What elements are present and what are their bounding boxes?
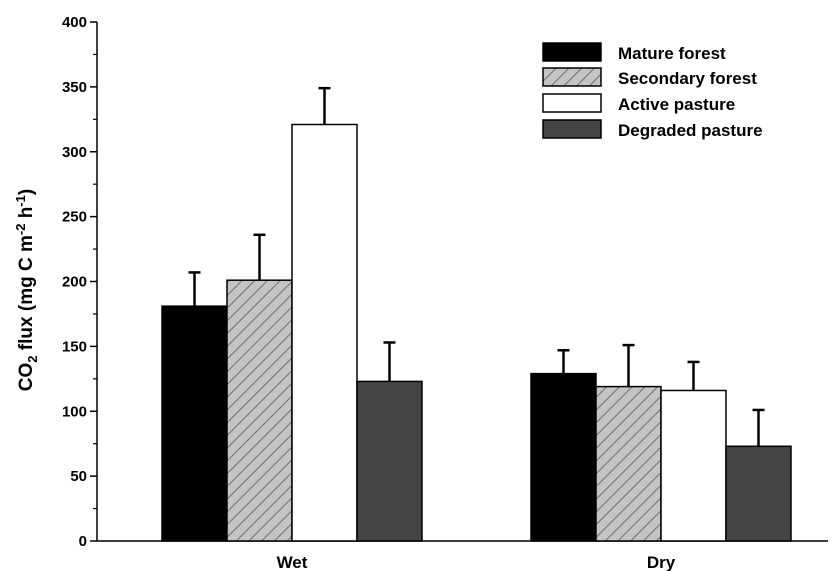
y-axis-label-sup2: -1 (13, 195, 28, 207)
x-category-label-dry: Dry (647, 553, 676, 571)
bar-secondary-forest-wet (226, 279, 293, 542)
y-tick-label-6: 300 (62, 144, 87, 161)
y-axis-label-end: ) (16, 189, 37, 195)
y-axis-label: CO2 flux (mg C m-2 h-1) (13, 189, 40, 391)
y-tick-label-2: 100 (62, 403, 87, 420)
x-category-label-wet: Wet (277, 553, 308, 571)
legend: Mature forest Secondary forest Active pa… (542, 42, 763, 140)
bar-active-pasture-wet (291, 123, 358, 542)
y-tick-label-1: 50 (70, 468, 87, 485)
legend-label-active-pasture: Active pasture (618, 95, 735, 114)
y-tick-label-7: 350 (62, 79, 87, 96)
legend-label-secondary-forest: Secondary forest (618, 69, 757, 88)
y-tick-label-5: 250 (62, 209, 87, 226)
bar-mature-forest-dry (530, 372, 597, 542)
bar-secondary-forest-dry (595, 385, 662, 542)
legend-label-degraded-pasture: Degraded pasture (618, 121, 763, 140)
legend-swatch-secondary-forest (542, 67, 602, 87)
legend-swatch-active-pasture (542, 93, 602, 113)
y-axis-label-sub: 2 (25, 355, 40, 362)
bar-degraded-pasture-wet (356, 380, 423, 542)
y-axis-label-main: CO (16, 363, 37, 392)
legend-swatch-degraded-pasture (542, 119, 602, 139)
bar-mature-forest-wet (161, 305, 228, 542)
y-axis-label-mid: h (16, 207, 37, 224)
y-axis-label-sup1: -2 (13, 224, 28, 236)
y-tick-label-8: 400 (62, 14, 87, 31)
y-tick-label-3: 150 (62, 338, 87, 355)
bar-active-pasture-dry (660, 389, 727, 542)
y-tick-label-0: 0 (79, 533, 87, 550)
y-tick-label-4: 200 (62, 274, 87, 291)
plot-area: 0 50 100 150 200 250 300 350 400 Wet Dry (62, 14, 828, 571)
legend-swatch-mature-forest (542, 42, 602, 62)
legend-label-mature-forest: Mature forest (618, 44, 726, 63)
bar-degraded-pasture-dry (725, 445, 792, 542)
y-axis-label-rest: flux (mg C m (16, 235, 37, 355)
